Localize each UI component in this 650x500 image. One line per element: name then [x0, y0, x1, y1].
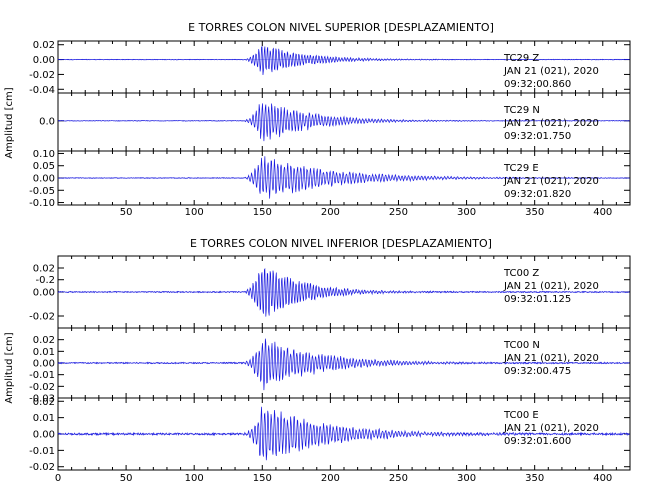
- y-tick-label: 0.00: [33, 55, 55, 66]
- y-tick-label: 0.00: [33, 174, 55, 185]
- y-tick-label: 0.02: [33, 264, 55, 275]
- date-label: JAN 21 (021), 2020: [503, 176, 599, 187]
- y-tick-label: 0.02: [33, 397, 55, 408]
- station-label: TC00 E: [503, 410, 539, 421]
- time-label: 09:32:01.750: [504, 131, 571, 142]
- y-tick-label: 0.02: [33, 40, 55, 51]
- x-tick-label: 0: [55, 473, 61, 484]
- y-tick-label: -0.02: [29, 382, 55, 393]
- y-axis-label: Amplitud [cm]: [4, 87, 15, 158]
- y-tick-label: 0.00: [33, 288, 55, 299]
- time-label: 09:32:00.475: [504, 366, 571, 377]
- y-tick-label: 0.01: [33, 413, 55, 424]
- chart-title: E TORRES COLON NIVEL INFERIOR [DESPLAZAM…: [190, 237, 492, 250]
- waveform-trace: [57, 338, 630, 391]
- x-tick-label: 350: [525, 473, 544, 484]
- y-tick-label: 0.00: [33, 359, 55, 370]
- x-tick-label: 50: [120, 207, 133, 218]
- date-label: JAN 21 (021), 2020: [503, 423, 599, 434]
- x-tick-label: 300: [457, 207, 476, 218]
- y-tick-label: -0.05: [29, 186, 55, 197]
- y-tick-label: -0.02: [29, 462, 55, 473]
- station-label: TC29 E: [503, 163, 539, 174]
- x-tick-label: 200: [321, 207, 340, 218]
- date-label: JAN 21 (021), 2020: [503, 353, 599, 364]
- x-tick-label: 250: [389, 207, 408, 218]
- y-axis-label: Amplitud [cm]: [4, 332, 15, 403]
- station-label: TC29 Z: [503, 53, 539, 64]
- x-tick-label: 350: [525, 207, 544, 218]
- time-label: 09:32:01.600: [504, 436, 571, 447]
- y-tick-label: 0.02: [33, 335, 55, 346]
- y-tick-label: -0.10: [29, 198, 55, 209]
- time-label: 09:32:01.125: [504, 294, 571, 305]
- date-label: JAN 21 (021), 2020: [503, 66, 599, 77]
- x-tick-label: 150: [253, 473, 272, 484]
- x-tick-label: 400: [593, 207, 612, 218]
- y-tick-label: -0.02: [29, 312, 55, 323]
- time-label: 09:32:00.860: [504, 79, 571, 90]
- chart-title: E TORRES COLON NIVEL SUPERIOR [DESPLAZAM…: [188, 21, 494, 34]
- date-label: JAN 21 (021), 2020: [503, 281, 599, 292]
- y-tick-label: -0.03: [29, 394, 55, 405]
- x-tick-label: 250: [389, 473, 408, 484]
- x-tick-label: 100: [185, 207, 204, 218]
- time-label: 09:32:01.820: [504, 189, 571, 200]
- x-tick-label: 100: [185, 473, 204, 484]
- y-tick-label: -0.02: [29, 70, 55, 81]
- y-tick-label: -0.01: [29, 370, 55, 381]
- waveform-trace: [57, 267, 630, 317]
- x-tick-label: 50: [120, 473, 133, 484]
- station-label: TC00 Z: [503, 268, 539, 279]
- y-tick-label: 0.00: [33, 430, 55, 441]
- y-tick-label: -0.04: [29, 85, 55, 96]
- y-tick-label: 0.05: [33, 161, 55, 172]
- x-tick-label: 150: [253, 207, 272, 218]
- y-tick-label: 0.01: [33, 347, 55, 358]
- x-tick-label: 300: [457, 473, 476, 484]
- date-label: JAN 21 (021), 2020: [503, 118, 599, 129]
- station-label: TC29 N: [503, 105, 540, 116]
- x-tick-label: 400: [593, 473, 612, 484]
- y-tick-label: -0.2: [35, 275, 55, 286]
- y-tick-label: 0.0: [39, 116, 55, 127]
- y-tick-label: -0.01: [29, 446, 55, 457]
- station-label: TC00 N: [503, 340, 540, 351]
- y-tick-label: 0.10: [33, 149, 55, 160]
- x-tick-label: 200: [321, 473, 340, 484]
